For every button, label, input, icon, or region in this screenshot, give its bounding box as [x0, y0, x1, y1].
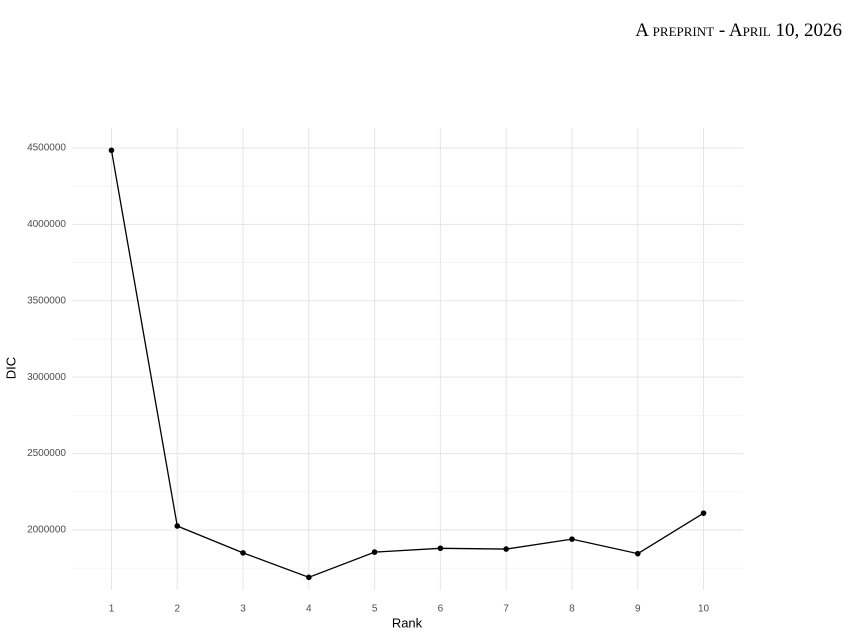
x-tick-label: 4: [306, 604, 312, 615]
data-point: [371, 549, 378, 555]
data-point: [634, 550, 641, 557]
data-point: [240, 550, 246, 556]
x-axis-title: Rank: [392, 615, 423, 630]
x-tick-label: 1: [109, 604, 115, 615]
data-point: [503, 546, 509, 552]
running-header: A preprint - April 10, 2026: [635, 20, 842, 41]
x-tick-label: 7: [503, 604, 509, 615]
y-tick-label: 4500000: [27, 143, 66, 154]
data-point: [437, 545, 444, 552]
x-tick-label: 9: [635, 604, 641, 615]
data-line: [110, 150, 704, 579]
y-tick-label: 2000000: [27, 525, 66, 536]
y-axis-title: DIC: [3, 357, 18, 379]
data-point: [569, 536, 575, 542]
y-tick-label: 2500000: [27, 448, 66, 459]
data-point: [700, 510, 707, 516]
x-tick-label: 8: [569, 604, 575, 615]
x-tick-label: 3: [240, 604, 246, 615]
y-tick-label: 3000000: [27, 372, 66, 383]
x-tick-label: 2: [174, 604, 180, 615]
data-point: [306, 574, 312, 581]
data-point: [108, 147, 115, 154]
x-tick-label: 6: [438, 604, 444, 615]
x-tick-label: 5: [372, 604, 378, 615]
y-tick-label: 4000000: [27, 219, 66, 230]
data-point: [174, 523, 181, 529]
y-tick-label: 3500000: [27, 295, 66, 306]
x-tick-label: 10: [698, 604, 710, 615]
